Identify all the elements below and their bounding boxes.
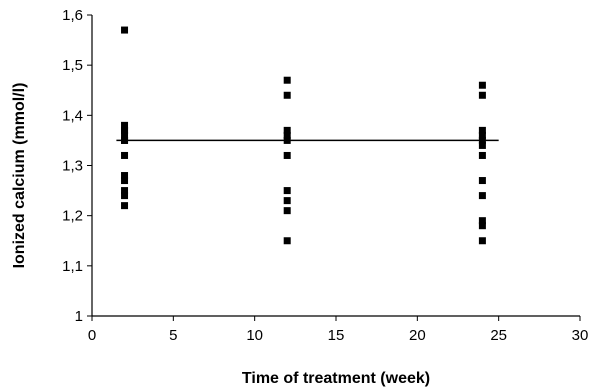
y-tick-label: 1,6 [62, 7, 83, 24]
data-point [283, 91, 291, 99]
data-point [121, 131, 129, 139]
x-tick-label: 5 [169, 327, 177, 344]
data-point [478, 136, 486, 144]
data-point [478, 81, 486, 89]
data-point [121, 126, 129, 134]
data-point [478, 192, 486, 200]
y-axis-title: Ionized calcium (mmol/l) [11, 83, 28, 269]
data-point [283, 136, 291, 144]
data-points [121, 26, 486, 245]
data-point [478, 126, 486, 134]
data-point [121, 202, 129, 210]
data-point [283, 187, 291, 195]
data-point [121, 172, 129, 180]
data-point [478, 177, 486, 185]
y-tick-label: 1,3 [62, 158, 83, 175]
x-tick-label: 25 [490, 327, 507, 344]
x-tick-label: 20 [409, 327, 426, 344]
data-point [283, 207, 291, 215]
data-point [478, 141, 486, 149]
y-tick-label: 1,4 [62, 107, 83, 124]
data-point [121, 151, 129, 159]
y-tick-label: 1,5 [62, 57, 83, 74]
data-point [283, 131, 291, 139]
data-point [283, 151, 291, 159]
x-axis-title: Time of treatment (week) [242, 370, 430, 387]
x-tick-label: 15 [328, 327, 345, 344]
x-tick-label: 0 [88, 327, 96, 344]
data-point [121, 136, 129, 144]
axes [91, 15, 580, 317]
data-point [478, 237, 486, 245]
data-point [283, 237, 291, 245]
data-point [283, 126, 291, 134]
data-point [121, 192, 129, 200]
data-point [478, 91, 486, 99]
data-point [121, 187, 129, 195]
data-point [283, 76, 291, 84]
tick-marks [87, 14, 581, 321]
data-point [121, 177, 129, 185]
data-point [478, 217, 486, 225]
data-point [283, 197, 291, 205]
x-tick-label: 30 [572, 327, 589, 344]
x-tick-label: 10 [246, 327, 263, 344]
data-point [478, 151, 486, 159]
data-point [121, 26, 129, 34]
data-point [478, 222, 486, 230]
y-tick-label: 1,1 [62, 258, 83, 275]
y-tick-label: 1,2 [62, 208, 83, 225]
data-point [121, 121, 129, 129]
data-point [478, 131, 486, 139]
tick-labels: 0 5 10 15 20 25 30 1 1,1 1,2 1,3 1,4 1,5 1,6 [62, 7, 588, 344]
y-tick-label: 1 [75, 308, 83, 325]
